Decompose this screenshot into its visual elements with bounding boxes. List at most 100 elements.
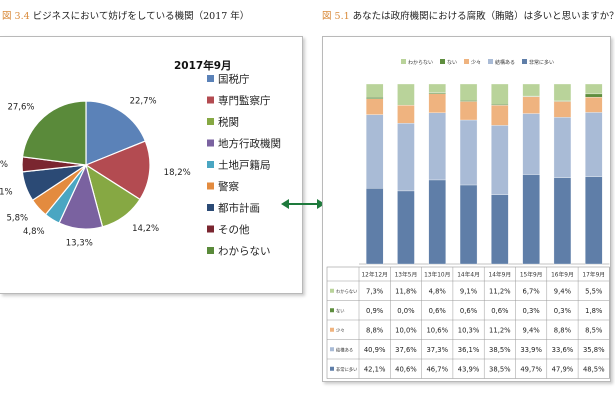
pie-value-label: 27,6% — [7, 102, 34, 112]
table-cell-value: 9,4% — [523, 326, 541, 334]
table-cell-value: 0,3% — [554, 307, 572, 315]
stacked-bar-segment — [553, 117, 572, 178]
left-figure-text: ビジネスにおいて妨げをしている機関（2017 年） — [32, 11, 250, 22]
table-row-swatch — [330, 308, 334, 313]
stacked-bar-segment — [397, 83, 415, 106]
stacked-bar-segment — [585, 83, 603, 95]
table-cell-value: 6,7% — [523, 287, 541, 295]
pie-legend-swatch — [207, 225, 214, 233]
pie-legend-swatch — [207, 75, 214, 82]
bar-category-label: 15年9月 — [520, 271, 543, 279]
bar-legend-swatch — [522, 59, 527, 64]
bar-category-label: 16年9月 — [551, 271, 574, 279]
table-cell-value: 46,7% — [426, 365, 448, 373]
bar-legend-swatch — [464, 59, 469, 64]
table-cell-value: 49,7% — [520, 365, 542, 373]
table-cell-value: 0,6% — [491, 307, 509, 315]
pie-chart-title: 2017年9月 — [174, 59, 232, 72]
table-row-label: ない — [336, 307, 345, 314]
stacked-bar-segment — [366, 83, 384, 98]
table-cell-value: 11,8% — [395, 287, 417, 295]
table-row-label: わからない — [336, 288, 357, 295]
right-figure-text: あなたは政府機関における腐敗（賄賂）は多いと思いますか？ — [352, 11, 615, 22]
bar-legend-label: わからない — [408, 59, 433, 66]
table-cell-value: 11,2% — [489, 326, 511, 334]
stacked-bar-segment — [585, 176, 603, 265]
table-row-swatch — [330, 327, 334, 332]
pie-legend-swatch — [207, 204, 214, 211]
table-row-label: 非常に多い — [336, 366, 357, 373]
pie-value-label: 18,2% — [164, 168, 191, 178]
stacked-bar-segment — [585, 96, 603, 113]
bar-category-label: 17年9月 — [582, 271, 605, 279]
bar-category-label: 13年5月 — [395, 271, 418, 279]
pie-legend-label: 税関 — [218, 116, 239, 129]
pie-chart-panel: 22,7% 18,2% 14,2% 13,3% 4,8% 5,8% 9,1% 4,5% 27,6… — [0, 36, 303, 294]
table-cell-value: 0,0% — [397, 307, 415, 315]
bar-legend-label: 非常に多い — [529, 59, 554, 66]
pie-value-label: 5,8% — [6, 213, 28, 223]
table-cell-value: 0,6% — [429, 307, 447, 315]
table-cell-value: 0,6% — [460, 307, 478, 315]
pie-value-label: 22,7% — [130, 96, 157, 106]
stacked-bar-segment — [459, 119, 478, 186]
pie-value-label: 14,2% — [132, 224, 159, 234]
pie-slice — [84, 140, 151, 201]
stacked-bar-segment — [585, 112, 603, 177]
stacked-bar-segment — [553, 101, 572, 118]
table-cell-value: 9,4% — [554, 287, 572, 295]
stacked-bar-segment — [397, 123, 415, 192]
pie-legend-swatch — [207, 247, 214, 254]
pie-legend-label: 国税庁 — [218, 73, 250, 86]
pie-slice — [85, 100, 147, 166]
pie-legend-label: その他 — [218, 223, 250, 236]
right-figure-number: 図 5.1 — [322, 11, 350, 22]
right-figure-title: 図 5.1 あなたは政府機関における腐敗（賄賂）は多いと思いますか？ — [322, 8, 615, 22]
pie-legend-swatch — [207, 118, 214, 125]
bar-legend-label: 結構ある — [495, 59, 515, 66]
stacked-bar-segment — [522, 174, 540, 265]
bar-category-label: 14年4月 — [457, 271, 480, 279]
pie-legend-swatch — [207, 161, 214, 168]
stacked-bar-segment — [553, 83, 572, 102]
table-cell-value: 40,6% — [395, 365, 417, 373]
pie-legend-label: 地方行政機関 — [218, 137, 281, 150]
stacked-bar-segment — [491, 104, 509, 106]
table-cell-value: 9,1% — [460, 287, 478, 295]
stacked-bar-segment — [366, 114, 384, 189]
table-cell-value: 36,1% — [458, 346, 480, 354]
table-cell-value: 38,5% — [489, 365, 511, 373]
pie-value-label: 4,5% — [0, 160, 8, 170]
table-cell-value: 0,3% — [523, 307, 541, 315]
table-row-swatch — [330, 347, 334, 352]
stacked-bar-segment — [428, 92, 446, 94]
stacked-bar-segment — [397, 190, 415, 265]
stacked-bar-segment — [491, 83, 509, 105]
stacked-bar-segment — [522, 113, 540, 175]
table-cell-value: 4,8% — [429, 287, 447, 295]
stacked-bar-segment — [397, 105, 415, 124]
table-cell-value: 48,5% — [583, 365, 605, 373]
pie-legend-label: 土地戸籍局 — [218, 159, 271, 172]
stacked-bar-segment — [459, 83, 478, 101]
pie-legend-label: わからない — [218, 246, 271, 258]
table-row-swatch — [330, 366, 334, 371]
left-figure-title: 図 3.4 ビジネスにおいて妨げをしている機関（2017 年） — [2, 8, 249, 22]
bar-legend-swatch — [488, 59, 493, 64]
table-cell-value: 7,3% — [366, 287, 384, 295]
stacked-bar-segment — [522, 96, 540, 114]
stacked-bar-segment — [428, 179, 446, 265]
pie-value-label: 9,1% — [0, 187, 13, 197]
bar-category-label: 12年12月 — [361, 271, 387, 279]
stacked-bar-segment — [553, 177, 572, 265]
table-cell-value: 8,8% — [366, 326, 384, 334]
table-cell-value: 47,9% — [552, 365, 574, 373]
table-cell-value: 37,6% — [395, 346, 417, 354]
bar-legend-swatch — [440, 59, 445, 64]
stacked-bar-segment — [459, 101, 478, 121]
table-cell-value: 40,9% — [364, 346, 386, 354]
table-cell-value: 8,5% — [585, 326, 603, 334]
pie-legend-label: 都市計画 — [218, 202, 260, 215]
pie-slice — [21, 100, 87, 166]
